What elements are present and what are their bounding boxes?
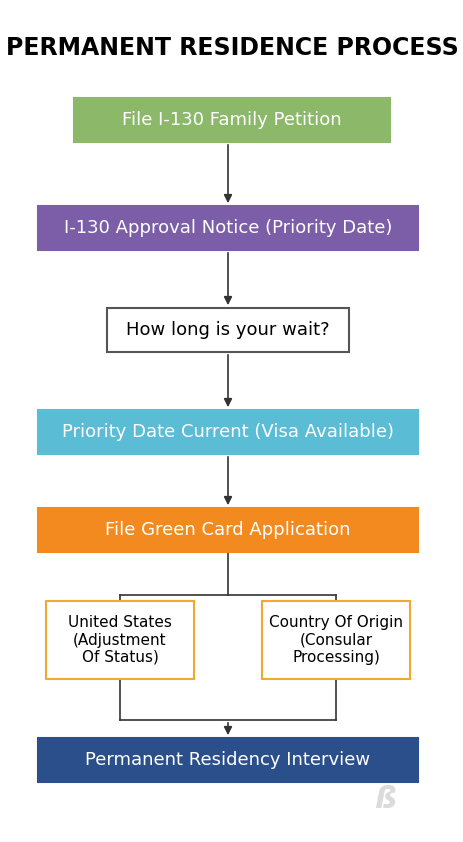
Text: File I-130 Family Petition: File I-130 Family Petition <box>122 111 341 129</box>
FancyBboxPatch shape <box>107 308 348 352</box>
FancyBboxPatch shape <box>38 508 417 552</box>
FancyBboxPatch shape <box>38 206 417 250</box>
Text: Country Of Origin
(Consular
Processing): Country Of Origin (Consular Processing) <box>269 616 402 665</box>
Text: United States
(Adjustment
Of Status): United States (Adjustment Of Status) <box>68 616 172 665</box>
FancyBboxPatch shape <box>38 738 417 782</box>
Text: File Green Card Application: File Green Card Application <box>105 521 350 539</box>
Text: How long is your wait?: How long is your wait? <box>126 321 329 339</box>
FancyBboxPatch shape <box>38 410 417 454</box>
Text: Priority Date Current (Visa Available): Priority Date Current (Visa Available) <box>62 423 393 441</box>
FancyBboxPatch shape <box>74 98 389 142</box>
Text: Permanent Residency Interview: Permanent Residency Interview <box>85 751 370 769</box>
FancyBboxPatch shape <box>262 601 409 679</box>
Text: ß: ß <box>373 786 395 814</box>
FancyBboxPatch shape <box>46 601 194 679</box>
Text: I-130 Approval Notice (Priority Date): I-130 Approval Notice (Priority Date) <box>64 219 391 237</box>
Text: PERMANENT RESIDENCE PROCESS: PERMANENT RESIDENCE PROCESS <box>6 36 457 60</box>
